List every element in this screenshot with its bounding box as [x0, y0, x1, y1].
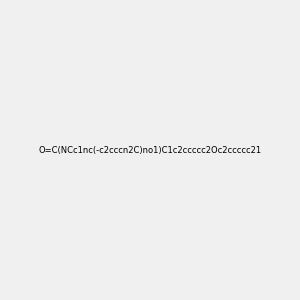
Text: O=C(NCc1nc(-c2cccn2C)no1)C1c2ccccc2Oc2ccccc21: O=C(NCc1nc(-c2cccn2C)no1)C1c2ccccc2Oc2cc… [38, 146, 262, 154]
